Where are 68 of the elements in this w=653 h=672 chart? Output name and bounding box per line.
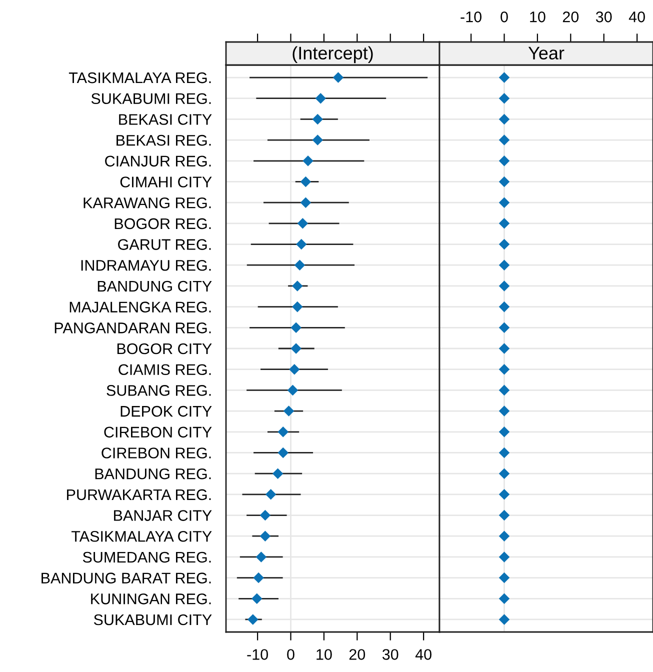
y-tick-label: MAJALENGKA REG. [70, 302, 211, 312]
y-tick-label: BANJAR CITY [114, 510, 212, 521]
y-tick-label: BEKASI CITY [119, 114, 212, 125]
x-tick-label: 30 [382, 649, 398, 660]
point [315, 92, 326, 104]
x-tick-label: 40 [628, 11, 645, 22]
point [252, 593, 262, 604]
point [300, 197, 312, 208]
x-tick-label: 10 [530, 11, 546, 22]
y-tick-label: BANDUNG REG. [95, 468, 211, 480]
y-tick-label: BOGOR REG. [114, 218, 211, 230]
y-tick-label: KARAWANG REG. [84, 197, 211, 208]
point [312, 134, 324, 146]
y-tick-label: SUMEDANG REG. [82, 552, 211, 563]
point [294, 260, 306, 270]
point [248, 614, 258, 625]
point [296, 238, 307, 250]
y-tick-label: PURWAKARTA REG. [67, 489, 211, 500]
y-tick-label: BANDUNG CITY [98, 280, 212, 292]
y-tick-label: TASIKMALAYA REG. [68, 72, 211, 84]
point [332, 72, 344, 83]
x-tick-label: 20 [562, 11, 579, 22]
y-tick-label: SUKABUMI REG. [91, 93, 211, 104]
point [278, 426, 288, 438]
y-tick-label: CIANJUR REG. [105, 156, 211, 167]
x-tick-label: -10 [460, 11, 482, 22]
point [256, 552, 267, 562]
y-tick-label: DEPOK CITY [120, 406, 212, 417]
y-tick-label: INDRAMAYU REG. [81, 260, 211, 271]
point [253, 572, 264, 584]
y-tick-label: SUKABUMI CITY [94, 614, 212, 626]
chart-title: (Intercept) [292, 46, 373, 64]
point [278, 447, 288, 458]
point [283, 406, 294, 416]
point [312, 114, 324, 125]
x-tick-label: 0 [287, 649, 294, 660]
y-tick-label: GARUT REG. [118, 239, 211, 250]
point [297, 218, 308, 229]
y-tick-label: BOGOR CITY [117, 343, 212, 354]
point [272, 468, 284, 479]
point [292, 301, 303, 312]
point [260, 510, 271, 521]
y-tick-label: BEKASI REG. [116, 134, 211, 146]
y-tick-label: KUNINGAN REG. [91, 594, 211, 604]
x-tick-label: -10 [247, 649, 268, 660]
x-tick-label: 10 [316, 649, 332, 660]
x-tick-label: 40 [415, 649, 432, 660]
y-tick-label: BANDUNG BARAT REG. [42, 572, 211, 584]
y-tick-label: CIREBON REG. [102, 448, 211, 458]
point [300, 176, 312, 188]
y-tick-label: CIAMIS REG. [118, 364, 211, 376]
point [290, 343, 302, 354]
y-tick-label: CIMAHI CITY [120, 176, 212, 188]
y-tick-label: PANGANDARAN REG. [54, 322, 211, 334]
point [265, 489, 276, 500]
point [287, 384, 298, 396]
x-tick-label: 0 [500, 11, 508, 22]
y-tick-label: SUBANG REG. [106, 385, 211, 396]
chart-title: Year [528, 46, 564, 60]
point [290, 322, 302, 334]
x-tick-label: 20 [349, 649, 366, 660]
y-tick-label: CIREBON CITY [104, 426, 212, 438]
x-tick-label: 30 [596, 11, 612, 22]
point [292, 280, 303, 292]
point [260, 530, 271, 542]
point [302, 156, 314, 166]
point [289, 364, 300, 375]
y-tick-label: TASIKMALAYA CITY [72, 530, 212, 542]
